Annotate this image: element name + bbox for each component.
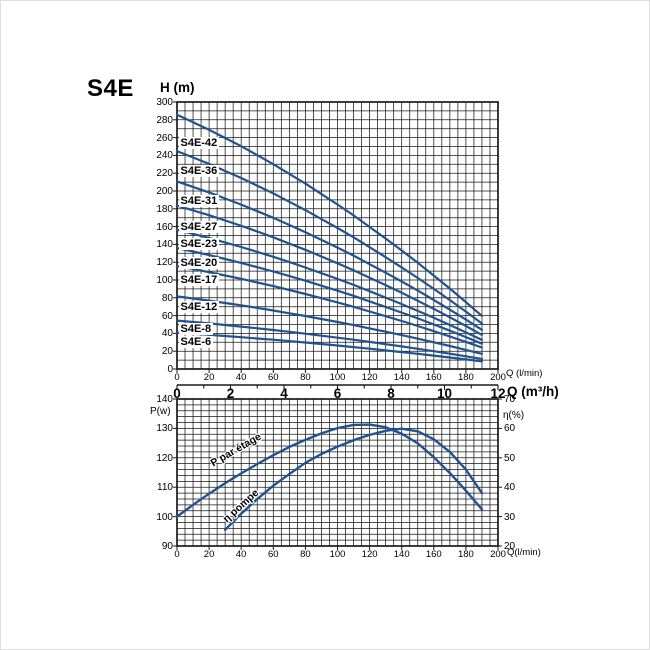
head-x-tick-label: 40 (235, 371, 247, 383)
flow-unit-lmin-bottom-label: Q(l/min) (507, 547, 541, 558)
power-x-tick-label: 0 (174, 548, 180, 560)
curve-label-s4e-6: S4E-6 (178, 335, 214, 348)
power-x-tick-label: 20 (203, 548, 215, 560)
head-y-tick-label: 220 (156, 168, 173, 180)
efficiency-y-tick-label: 60 (504, 423, 516, 435)
curve-pump-efficiency (223, 427, 484, 531)
curve-label-s4e-17: S4E-17 (178, 274, 220, 286)
m3h-tick-label: 0 (173, 386, 181, 401)
power-x-tick-label: 60 (268, 548, 279, 560)
curve-s4e-23 (175, 228, 483, 341)
power-x-tick-label: 120 (361, 548, 378, 560)
curve-label-s4e-23: S4E-23 (178, 238, 220, 251)
power-y-tick-label: 130 (156, 423, 173, 435)
head-y-tick-label: 80 (161, 292, 173, 304)
head-x-tick-label: 60 (268, 371, 279, 383)
power-y-tick-label: 120 (156, 452, 173, 464)
curve-label-s4e-27: S4E-27 (178, 220, 220, 233)
head-y-tick-label: 60 (161, 310, 173, 322)
head-x-tick-label: 200 (490, 371, 506, 383)
head-y-tick-label: 260 (156, 132, 173, 144)
curve-label-s4e-20: S4E-20 (178, 256, 220, 269)
curve-label-s4e-31: S4E-31 (178, 194, 220, 207)
head-y-tick-label: 180 (156, 203, 173, 215)
curve-label-s4e-8: S4E-8 (178, 322, 214, 335)
efficiency-y-tick-label: 30 (504, 511, 516, 523)
curve-s4e-8 (175, 319, 483, 360)
m3h-tick-label: 6 (333, 386, 342, 401)
power-x-tick-label: 40 (235, 548, 247, 560)
m3h-tick-label: 4 (280, 386, 288, 401)
head-y-tick-label: 100 (156, 275, 173, 286)
curve-label-s4e-12: S4E-12 (178, 300, 220, 313)
efficiency-y-tick-label: 40 (504, 482, 516, 494)
m3h-tick-label: 2 (226, 386, 235, 401)
curve-label-s4e-36: S4E-36 (178, 164, 220, 177)
head-y-tick-label: 280 (156, 114, 173, 126)
curve-s4e-17 (175, 265, 483, 349)
head-x-tick-label: 100 (329, 371, 346, 383)
head-y-tick-label: 120 (156, 257, 173, 269)
head-axis-title: H (m) (160, 80, 195, 95)
head-y-tick-label: 240 (156, 150, 173, 162)
power-y-tick-label: 90 (161, 541, 173, 552)
power-x-tick-label: 140 (393, 548, 410, 560)
head-x-tick-label: 0 (174, 371, 180, 383)
head-x-tick-label: 140 (393, 371, 410, 383)
head-x-tick-label: 80 (300, 371, 311, 383)
m3h-tick-label: 10 (436, 386, 453, 401)
flow-unit-lmin-label: Q (l/min) (506, 368, 543, 379)
power-x-tick-label: 100 (329, 548, 346, 560)
power-y-tick-label: 110 (157, 482, 173, 494)
curve-s4e-36 (175, 150, 483, 325)
head-x-tick-label: 20 (203, 371, 215, 383)
efficiency-y-tick-label: 50 (504, 452, 516, 464)
head-y-tick-label: 200 (156, 186, 173, 197)
curve-label-s4e-42: S4E-42 (178, 137, 220, 150)
head-x-tick-label: 160 (425, 371, 442, 383)
power-y-tick-label: 100 (156, 511, 173, 523)
power-x-tick-label: 80 (300, 548, 311, 560)
head-y-tick-label: 300 (156, 97, 173, 108)
head-y-tick-label: 40 (161, 328, 173, 340)
head-y-tick-label: 20 (161, 346, 173, 358)
head-x-tick-label: 120 (361, 371, 378, 383)
power-y-tick-label: 140 (156, 394, 173, 405)
curve-power-per-stage (175, 423, 484, 518)
head-x-tick-label: 180 (457, 371, 474, 383)
power-x-tick-label: 160 (425, 548, 442, 560)
m3h-tick-label: 8 (387, 386, 395, 401)
page-title: S4E (87, 75, 134, 102)
flow-unit-m3h-label: Q (m³/h) (507, 384, 559, 399)
efficiency-axis-label: η(%) (503, 410, 525, 421)
m3h-tick-label: 12 (490, 386, 506, 401)
head-y-tick-label: 160 (156, 221, 173, 233)
curve-s4e-31 (175, 180, 483, 331)
curve-s4e-6 (175, 331, 483, 363)
power-axis-label: P(w) (150, 406, 171, 417)
efficiency-y-tick-label: 70 (504, 394, 516, 405)
head-y-tick-label: 0 (167, 364, 173, 375)
efficiency-y-tick-label: 20 (504, 541, 516, 552)
power-x-tick-label: 200 (490, 548, 506, 560)
curve-s4e-27 (175, 204, 483, 336)
curve-s4e-12 (175, 295, 483, 355)
power-x-tick-label: 180 (457, 548, 474, 560)
head-y-tick-label: 140 (156, 239, 173, 251)
curve-s4e-42 (175, 113, 483, 317)
curve-s4e-20 (175, 246, 483, 345)
